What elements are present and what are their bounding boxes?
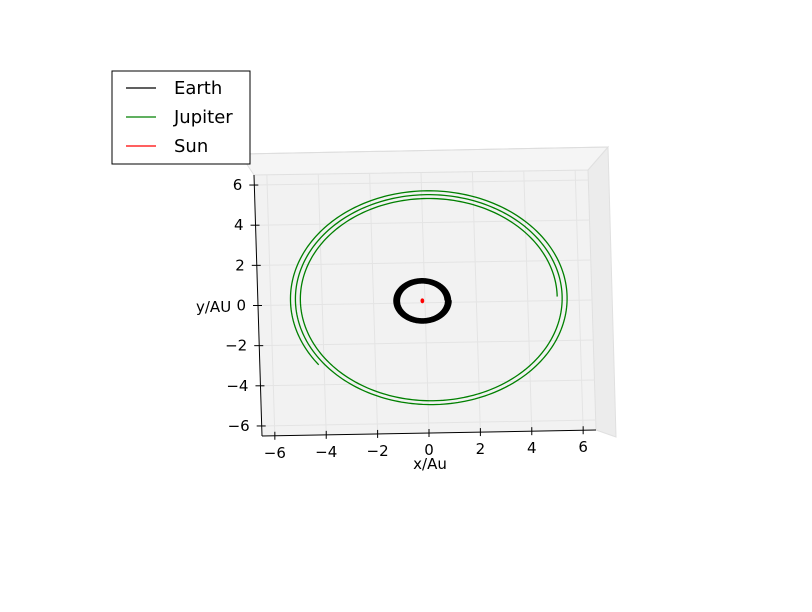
pane-top-edge (239, 146, 609, 155)
y-tick-label: 4 (234, 216, 244, 234)
grid-lines (254, 170, 596, 436)
x-axis-label: x/Au (413, 455, 447, 473)
y-tick-label: 6 (233, 176, 243, 194)
y-tick-label: −4 (226, 377, 248, 395)
y-tick-label: 2 (235, 256, 245, 274)
x-tick-label: 0 (424, 441, 434, 459)
legend: Earth Jupiter Sun (111, 70, 251, 165)
y-gridline (261, 419, 596, 427)
series-jupiter-orbit (289, 190, 568, 406)
x-tick-label: −4 (315, 443, 337, 461)
y-gridline (260, 379, 595, 387)
y-tick-label: −2 (225, 337, 247, 355)
x-tick-label: −6 (264, 444, 286, 462)
legend-label-earth: Earth (174, 78, 222, 99)
y-gridline (254, 179, 589, 186)
x-axis: −6 −4 −2 0 2 4 6 (261, 426, 597, 462)
y-axis-label: y/AU (196, 298, 231, 316)
x-tick-label: 2 (476, 440, 486, 458)
x-tick-label: −2 (367, 442, 389, 460)
y-gridline (257, 299, 593, 306)
x-tick-label: 6 (578, 438, 588, 456)
series-layer (289, 190, 568, 406)
pane-back-wall (239, 146, 610, 176)
y-tick-label: −6 (228, 417, 250, 435)
x-tick-label: 4 (527, 439, 537, 457)
y-gridline (255, 219, 590, 226)
legend-label-sun: Sun (174, 136, 208, 157)
y-tick-label: 0 (236, 297, 246, 315)
legend-label-jupiter: Jupiter (173, 107, 233, 128)
y-axis: −6 −4 −2 0 2 4 6 (225, 174, 266, 437)
series-sun-point (420, 298, 425, 304)
series-earth-orbit (393, 278, 452, 324)
y-gridline (256, 259, 591, 266)
